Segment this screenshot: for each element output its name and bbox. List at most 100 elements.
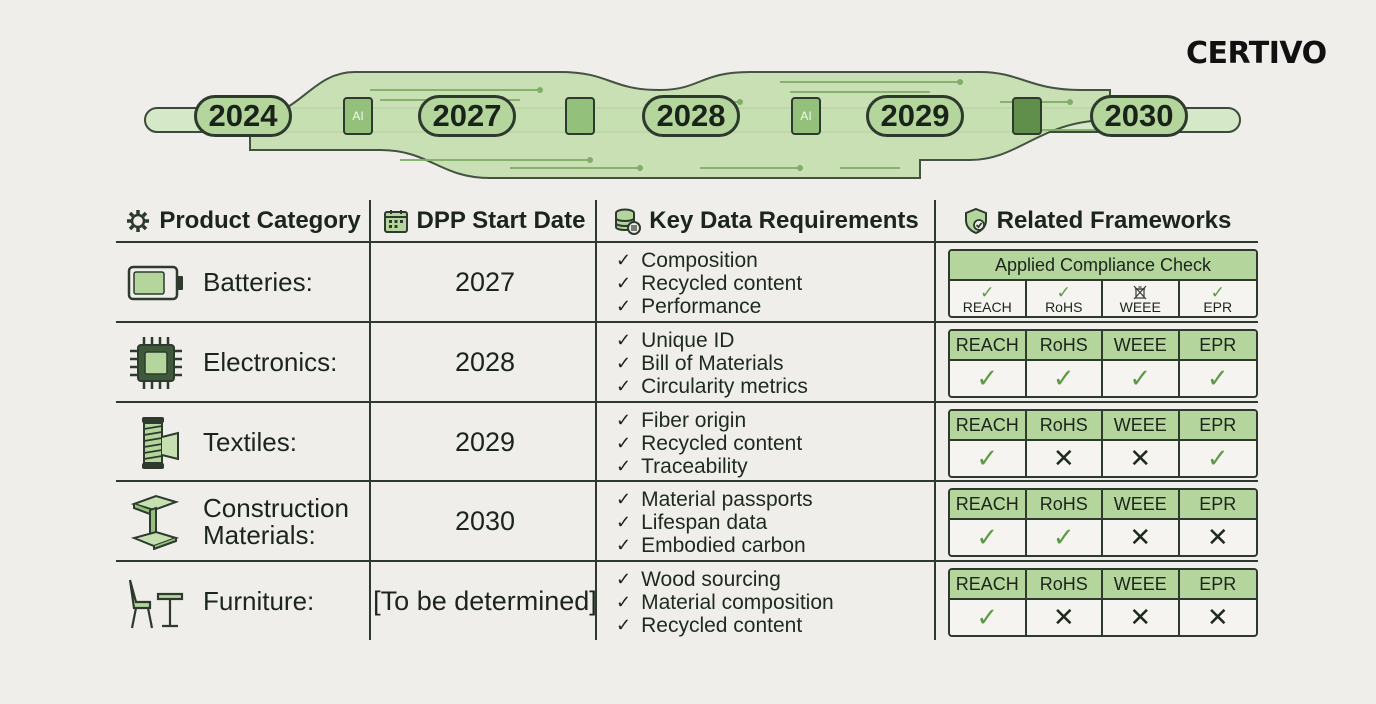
category-name: Construction Materials: (203, 492, 349, 550)
chair-table-icon (128, 579, 184, 629)
ai-chip-icon: AI (343, 97, 373, 135)
dpp-start-date: 2028 (454, 347, 516, 377)
category-name: Electronics: (203, 347, 338, 377)
list-item: ✓ Material composition (616, 591, 936, 614)
timeline-year: 2027 (418, 95, 516, 137)
requirements-list: ✓ Fiber origin ✓ Recycled content ✓ Traceab… (616, 409, 936, 478)
check-icon: ✓ (1103, 361, 1180, 396)
list-item: ✓ Wood sourcing (616, 568, 936, 591)
list-item: ✓ Circularity metrics (616, 375, 936, 398)
certivo-logo: CERTIVO (1186, 36, 1327, 71)
framework-label: WEEE (1119, 299, 1161, 315)
framework-cell-rohs: ✓ RoHS (1027, 281, 1103, 316)
framework-label: RoHS (1045, 298, 1083, 315)
framework-grid: REACH RoHS WEEE EPR ✓ ✕ ✕ ✕ (948, 568, 1258, 637)
framework-header: RoHS (1026, 331, 1103, 361)
thread-spool-icon (142, 417, 179, 469)
list-item: ✓ Composition (616, 249, 936, 272)
requirement-text: Fiber origin (641, 409, 747, 432)
microchip-icon (130, 337, 182, 389)
requirement-text: Bill of Materials (641, 352, 784, 375)
cross-icon: ✕ (1206, 522, 1229, 552)
header-label: Product Category (159, 207, 361, 234)
check-icon: ✓ (1027, 361, 1103, 396)
framework-grid: REACH RoHS WEEE EPR ✓ ✓ ✓ ✓ (948, 329, 1258, 398)
check-icon: ✓ (616, 273, 632, 293)
header-label: Key Data Requirements (649, 207, 919, 234)
cross-icon: ✕ (1206, 602, 1229, 632)
timeline-year: 2030 (1090, 95, 1188, 137)
requirement-text: Traceability (641, 455, 748, 478)
framework-header: EPR (1179, 490, 1256, 520)
check-icon: ✓ (1206, 363, 1229, 393)
requirement-text: Lifespan data (641, 511, 768, 534)
check-icon: ✓ (616, 410, 632, 430)
timeline-year: 2029 (866, 95, 964, 137)
timeline-year: 2028 (642, 95, 740, 137)
framework-label: REACH (962, 298, 1012, 315)
requirement-text: Material composition (641, 591, 834, 614)
requirements-list: ✓ Material passports ✓ Lifespan data ✓ Embo… (616, 488, 936, 557)
steel-beam-icon (130, 494, 180, 550)
check-icon: ✓ (616, 592, 632, 612)
check-icon: ✓ (950, 600, 1027, 635)
list-item: ✓ Recycled content (616, 614, 936, 637)
check-icon: ✓ (616, 615, 632, 635)
table-row: Electronics: 2028 ✓ Unique ID ✓ Bill of Ma… (116, 323, 1258, 402)
shield-check-icon (964, 207, 987, 235)
check-icon: ✓ (616, 353, 632, 373)
database-icon (615, 208, 642, 235)
framework-header: WEEE (1103, 331, 1180, 361)
check-icon: ✓ (1210, 282, 1225, 302)
cross-icon: ✕ (1103, 441, 1180, 476)
requirement-text: Recycled content (641, 614, 803, 637)
row-divider (116, 321, 1258, 323)
framework-cell-reach: ✓ REACH (950, 281, 1027, 316)
row-divider (116, 560, 1258, 562)
framework-label: EPR (1203, 298, 1233, 315)
timeline-year: 2024 (194, 95, 292, 137)
requirement-text: Recycled content (641, 272, 803, 295)
dpp-start-date: 2029 (454, 427, 516, 457)
framework-header: REACH (950, 331, 1027, 361)
framework-header: EPR (1179, 331, 1256, 361)
row-divider (116, 241, 1258, 243)
check-icon: ✓ (950, 441, 1027, 476)
framework-header: RoHS (1026, 490, 1103, 520)
check-icon: ✓ (980, 282, 995, 302)
framework-cell-weee: WEEE (1103, 281, 1180, 316)
dpp-start-date: 2027 (454, 267, 516, 297)
category-name: Batteries: (203, 267, 313, 297)
cross-icon: ✕ (1103, 600, 1180, 635)
table-row: Furniture: [To be determined] ✓ Wood sour… (116, 562, 1258, 641)
cross-icon: ✕ (1103, 520, 1180, 555)
crossed-bin-icon (1133, 285, 1147, 300)
list-item: ✓ Fiber origin (616, 409, 936, 432)
header-dpp-start-date: DPP Start Date (372, 200, 596, 242)
compliance-box-title: Applied Compliance Check (950, 251, 1256, 281)
check-icon: ✓ (616, 433, 632, 453)
table-row: Batteries: 2027 ✓ Composition ✓ Recycled c… (116, 243, 1258, 322)
framework-grid: REACH RoHS WEEE EPR ✓ ✓ ✕ ✕ (948, 488, 1258, 557)
circuit-chip-icon (565, 97, 595, 135)
requirement-text: Embodied carbon (641, 534, 806, 557)
requirement-text: Composition (641, 249, 758, 272)
category-name: Furniture: (203, 586, 315, 616)
requirements-list: ✓ Unique ID ✓ Bill of Materials ✓ Circulari… (616, 329, 936, 398)
framework-header: WEEE (1103, 570, 1180, 600)
signal-chip-icon (1012, 97, 1042, 135)
check-icon: ✓ (1206, 443, 1229, 473)
check-icon: ✓ (616, 569, 632, 589)
ai-chip-icon: AI (791, 97, 821, 135)
check-icon: ✓ (616, 330, 632, 350)
check-icon: ✓ (1027, 520, 1103, 555)
framework-cell-epr: ✓ EPR (1180, 281, 1257, 316)
dpp-timeline: 2024 AI 2027 2028 AI 2029 2030 (140, 60, 1250, 190)
framework-header: WEEE (1103, 411, 1180, 441)
list-item: ✓ Unique ID (616, 329, 936, 352)
header-key-data-requirements: Key Data Requirements (598, 200, 934, 242)
cross-icon: ✕ (1027, 600, 1103, 635)
requirement-text: Unique ID (641, 329, 735, 352)
check-icon: ✓ (1056, 282, 1071, 302)
check-icon: ✓ (616, 535, 632, 555)
